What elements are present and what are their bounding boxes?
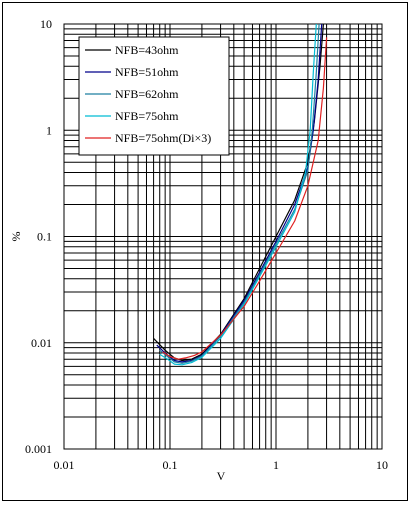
y-tick-label: 0.01 [31, 336, 52, 350]
legend-label-3: NFB=62ohm [115, 87, 179, 101]
legend-label-5: NFB=75ohm(Di×3) [115, 131, 211, 145]
series-line-4 [159, 23, 317, 366]
y-tick-label: 1 [46, 123, 52, 137]
x-tick-label: 0.01 [54, 458, 75, 472]
plot-border [63, 23, 383, 450]
y-axis-title: % [9, 232, 23, 242]
series-line-5 [162, 37, 328, 360]
series-line-3 [159, 23, 320, 364]
x-tick-label: 0.1 [163, 458, 178, 472]
x-axis-title: V [217, 469, 226, 483]
legend-box [78, 36, 230, 156]
y-tick-label: 0.1 [37, 230, 52, 244]
x-tick-label: 1 [273, 458, 279, 472]
series-layer [153, 23, 328, 366]
legend: NFB=43ohm NFB=51ohm NFB=62ohm NFB=75ohm NFB=… [78, 36, 230, 156]
y-tick-label: 0.001 [25, 442, 52, 456]
legend-label-2: NFB=51ohm [115, 65, 179, 79]
legend-label-4: NFB=75ohm [115, 109, 179, 123]
x-tick-label: 10 [376, 458, 388, 472]
y-tick-label: 10 [40, 17, 52, 31]
legend-label-1: NFB=43ohm [115, 43, 179, 57]
